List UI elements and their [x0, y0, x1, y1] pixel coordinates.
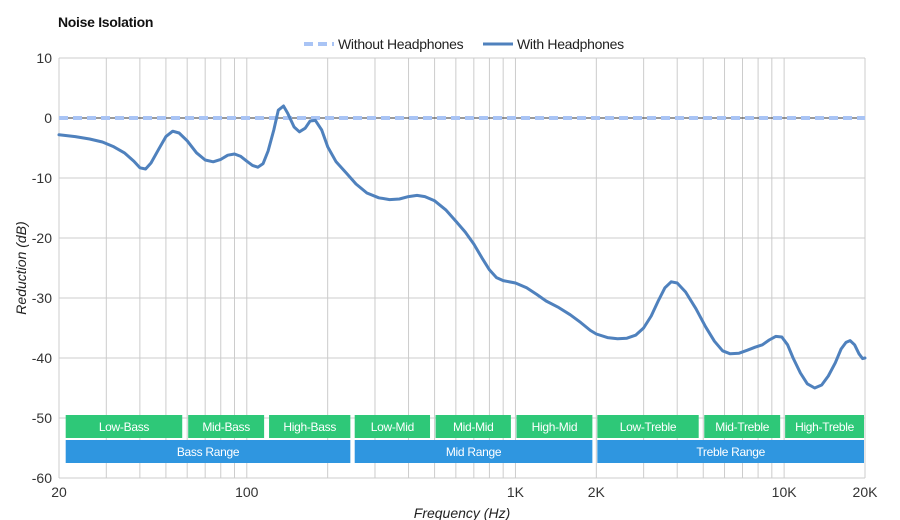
y-axis-label: Reduction (dB): [13, 221, 29, 314]
band-high-mid: [516, 415, 593, 438]
band-mid-treble: [704, 415, 781, 438]
chart-title: Noise Isolation: [58, 14, 153, 30]
band-high-treble: [785, 415, 864, 438]
legend-label-with-headphones: With Headphones: [517, 36, 624, 52]
band-low-treble: [597, 415, 699, 438]
band-low-mid: [354, 415, 431, 438]
y-tick-label: -30: [32, 290, 52, 306]
band-label-mid-bass: Mid-Bass: [202, 420, 250, 434]
grid: [58, 57, 866, 479]
band-treble-range: [597, 440, 864, 463]
band-label-mid-mid: Mid-Mid: [453, 420, 494, 434]
x-tick-label: 1K: [507, 484, 525, 500]
x-axis-label: Frequency (Hz): [414, 505, 510, 520]
x-tick-label: 20: [51, 484, 67, 500]
band-label-low-mid: Low-Mid: [371, 420, 414, 434]
frequency-bands: Low-Bass Mid-Bass High-Bass Low-Mid Mid-Mid H…: [65, 415, 864, 463]
band-high-bass: [269, 415, 351, 438]
y-tick-label: -10: [32, 170, 52, 186]
legend-label-without-headphones: Without Headphones: [338, 36, 464, 52]
x-tick-label: 100: [235, 484, 259, 500]
band-low-bass: [65, 415, 183, 438]
legend: Without Headphones With Headphones: [304, 36, 624, 52]
band-mid-mid: [435, 415, 511, 438]
band-label-treble-range: Treble Range: [696, 445, 765, 459]
band-label-bass-range: Bass Range: [177, 445, 240, 459]
series-lines: [57, 104, 867, 390]
band-mid-range: [354, 440, 593, 463]
band-bass-range: [65, 440, 351, 463]
band-mid-bass: [188, 415, 265, 438]
x-tick-labels: 20 100 1K 2K 10K 20K: [51, 484, 878, 500]
y-tick-label: -60: [32, 470, 52, 486]
band-label-mid-range: Mid Range: [446, 445, 502, 459]
band-label-mid-treble: Mid-Treble: [715, 420, 770, 434]
band-label-high-treble: High-Treble: [795, 420, 855, 434]
band-label-low-treble: Low-Treble: [620, 420, 677, 434]
y-tick-label: 0: [44, 110, 52, 126]
x-tick-label: 20K: [853, 484, 879, 500]
y-tick-label: -40: [32, 350, 52, 366]
y-tick-label: -20: [32, 230, 52, 246]
y-tick-label: 10: [36, 50, 52, 66]
x-tick-label: 10K: [772, 484, 798, 500]
band-label-high-bass: High-Bass: [283, 420, 336, 434]
y-tick-label: -50: [32, 410, 52, 426]
series-line-with-headphones: [57, 104, 867, 390]
band-label-high-mid: High-Mid: [532, 420, 578, 434]
band-label-low-bass: Low-Bass: [99, 420, 150, 434]
x-tick-label: 2K: [588, 484, 606, 500]
y-tick-labels: 10 0 -10 -20 -30 -40 -50 -60: [32, 50, 52, 486]
